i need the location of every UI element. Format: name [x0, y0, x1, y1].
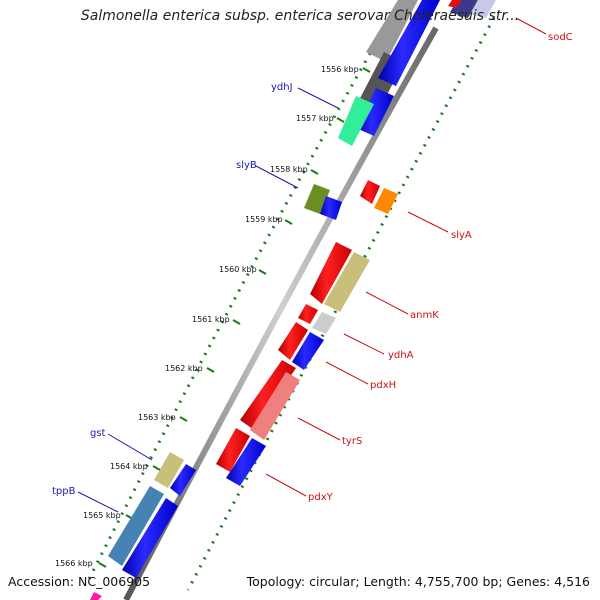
- gene-labels: ydhJ slyB gst tppB sodC slyA anmK ydhA p…: [52, 32, 573, 503]
- gene-label-pdxY: pdxY: [308, 492, 334, 503]
- gene-label-anmK: anmK: [410, 310, 439, 321]
- gene-feature: [378, 0, 440, 86]
- tick-label: 1560 kbp: [219, 265, 257, 274]
- gene-label-pdxH: pdxH: [370, 380, 396, 391]
- backbone-ring: [123, 26, 439, 600]
- gene-feature: [90, 592, 102, 600]
- gene-label-tppB: tppB: [52, 486, 76, 497]
- gene-label-slyB: slyB: [236, 160, 257, 171]
- tick-labels: 1556 kbp 1557 kbp 1558 kbp 1559 kbp 1560…: [55, 65, 359, 568]
- gene-slyA[interactable]: [374, 188, 398, 214]
- gene-label-gst: gst: [90, 428, 106, 439]
- tick-label: 1564 kbp: [110, 462, 148, 471]
- tick-label: 1559 kbp: [245, 215, 283, 224]
- gene-feature: [360, 180, 380, 204]
- gene-feature: [470, 0, 496, 18]
- gene-feature: [320, 196, 342, 220]
- gene-gst[interactable]: [154, 452, 184, 488]
- gene-feature: [366, 0, 418, 62]
- tick-label: 1558 kbp: [270, 165, 308, 174]
- gene-feature: [298, 304, 318, 324]
- gene-feature: [278, 322, 308, 360]
- gene-label-slyA: slyA: [451, 230, 472, 241]
- tick-label: 1557 kbp: [296, 114, 334, 123]
- gene-ydhJ[interactable]: [338, 96, 374, 146]
- gene-feature: [240, 360, 296, 430]
- gene-pdxH[interactable]: [292, 332, 324, 370]
- tick-label: 1563 kbp: [138, 413, 176, 422]
- gene-label-tyrS: tyrS: [342, 436, 362, 447]
- tick-label: 1562 kbp: [165, 364, 203, 373]
- gene-tppB[interactable]: [108, 486, 164, 566]
- gene-feature: [356, 88, 394, 136]
- gene-feature: [122, 498, 178, 578]
- topology-label: Topology: circular; Length: 4,755,700 bp…: [246, 574, 590, 589]
- label-lines: [77, 17, 547, 513]
- gene-sodC[interactable]: [448, 0, 462, 8]
- tick-label: 1561 kbp: [192, 315, 230, 324]
- gene-anmK[interactable]: [324, 252, 370, 312]
- map-title: Salmonella enterica subsp. enterica sero…: [80, 8, 520, 24]
- gene-pdxY[interactable]: [226, 438, 266, 486]
- gene-ydhA[interactable]: [312, 312, 336, 334]
- inner-dotted-ring: [186, 17, 496, 591]
- gene-label-sodC: sodC: [548, 32, 573, 43]
- gene-feature: [310, 242, 352, 304]
- gene-label-ydhA: ydhA: [388, 350, 414, 361]
- accession-label: Accession: NC_006905: [8, 574, 151, 589]
- tick-label: 1566 kbp: [55, 559, 93, 568]
- gene-tyrS[interactable]: [250, 372, 300, 440]
- tick-label: 1556 kbp: [321, 65, 359, 74]
- gene-label-ydhJ: ydhJ: [271, 82, 293, 93]
- gene-slyB[interactable]: [304, 184, 330, 214]
- gene-feature: [216, 428, 250, 472]
- gene-feature: [170, 464, 196, 496]
- tick-label: 1565 kbp: [83, 511, 121, 520]
